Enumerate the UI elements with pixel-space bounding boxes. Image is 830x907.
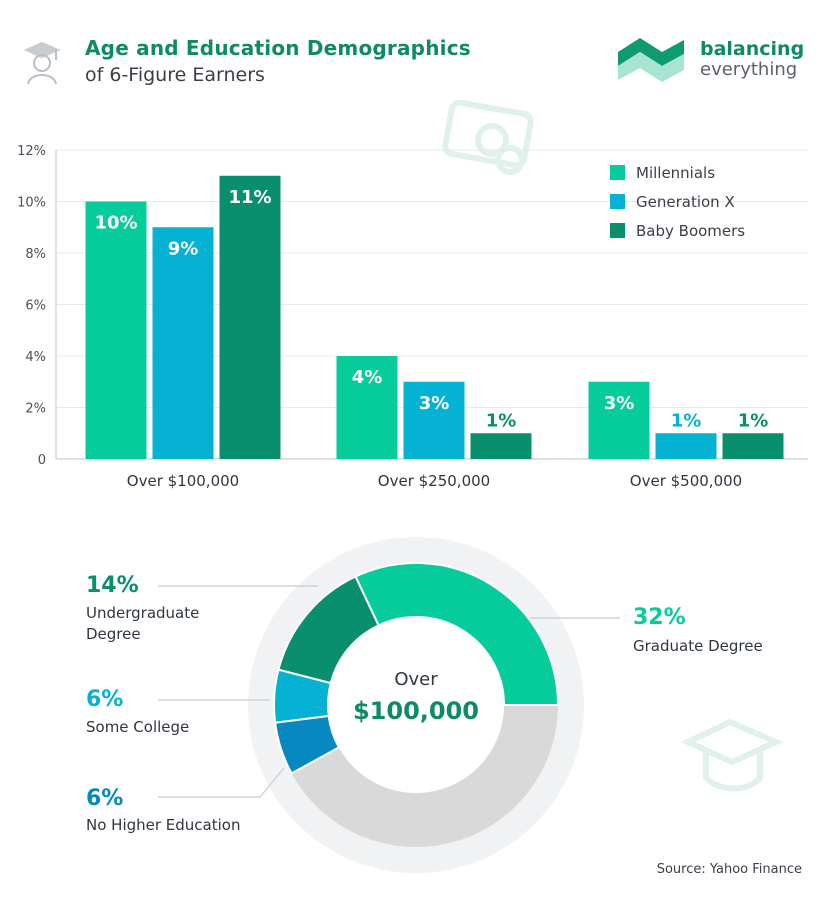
- bar-data-label: 3%: [419, 393, 450, 414]
- graduation-cap-watermark-icon: [680, 718, 784, 792]
- callout-graduate-label: Graduate Degree: [633, 637, 763, 655]
- bar: [152, 227, 214, 459]
- callout-some-college-label: Some College: [86, 718, 190, 736]
- legend-label: Baby Boomers: [636, 222, 745, 240]
- brand-name-line2: everything: [700, 59, 798, 80]
- callout-undergrad-value: 14%: [86, 573, 139, 598]
- y-tick-label: 10%: [17, 196, 46, 211]
- bar-data-label: 1%: [738, 410, 769, 431]
- x-category-label: Over $250,000: [378, 472, 490, 490]
- bar-data-label: 1%: [486, 410, 517, 431]
- x-category-label: Over $100,000: [127, 472, 239, 490]
- page-title: Age and Education Demographics: [85, 36, 471, 60]
- bar: [722, 433, 784, 459]
- callout-some-college-value: 6%: [86, 687, 124, 712]
- y-tick-label: 6%: [25, 299, 46, 314]
- page-subtitle: of 6-Figure Earners: [85, 64, 265, 86]
- callout-undergrad-label: Undergraduate Degree: [86, 604, 200, 643]
- source-note: Source: Yahoo Finance: [656, 862, 802, 877]
- y-tick-label: 0: [38, 453, 46, 468]
- bar: [336, 356, 398, 459]
- x-category-label: Over $500,000: [630, 472, 742, 490]
- bar-data-label: 9%: [168, 238, 199, 259]
- balancing-everything-logo: [618, 38, 684, 82]
- y-tick-label: 12%: [17, 144, 46, 159]
- bar: [655, 433, 717, 459]
- y-tick-label: 8%: [25, 247, 46, 262]
- legend-swatch: [610, 223, 625, 238]
- graduate-icon: [23, 41, 61, 85]
- y-tick-label: 2%: [25, 402, 46, 417]
- bar-chart: 0 2% 4% 6% 8% 10% 12% 10% 9% 11% Over $100,000 4% 3%…: [17, 144, 808, 490]
- bar: [403, 381, 465, 459]
- bar-data-label: 10%: [94, 213, 137, 234]
- bar-data-label: 3%: [604, 393, 635, 414]
- callout-no-higher-value: 6%: [86, 786, 124, 811]
- bar-data-label: 1%: [671, 410, 702, 431]
- legend-swatch: [610, 194, 625, 209]
- legend-label: Millennials: [636, 164, 715, 182]
- donut-center-label: Over: [394, 669, 438, 690]
- legend-label: Generation X: [636, 193, 735, 211]
- bar: [219, 175, 281, 459]
- bar: [470, 433, 532, 459]
- legend-swatch: [610, 165, 625, 180]
- y-tick-label: 4%: [25, 350, 46, 365]
- leader-line-no-higher: [158, 767, 285, 798]
- bar-data-label: 4%: [352, 367, 383, 388]
- bar: [588, 381, 650, 459]
- callout-graduate-value: 32%: [633, 605, 686, 630]
- callout-no-higher-label: No Higher Education: [86, 816, 241, 834]
- money-watermark-icon: [442, 99, 534, 175]
- donut-hole: [328, 617, 504, 793]
- bar: [85, 201, 147, 459]
- brand-name-line1: balancing: [700, 38, 805, 60]
- bar-data-label: 11%: [228, 187, 271, 208]
- donut-center-value: $100,000: [352, 697, 479, 725]
- donut-chart: [158, 537, 620, 873]
